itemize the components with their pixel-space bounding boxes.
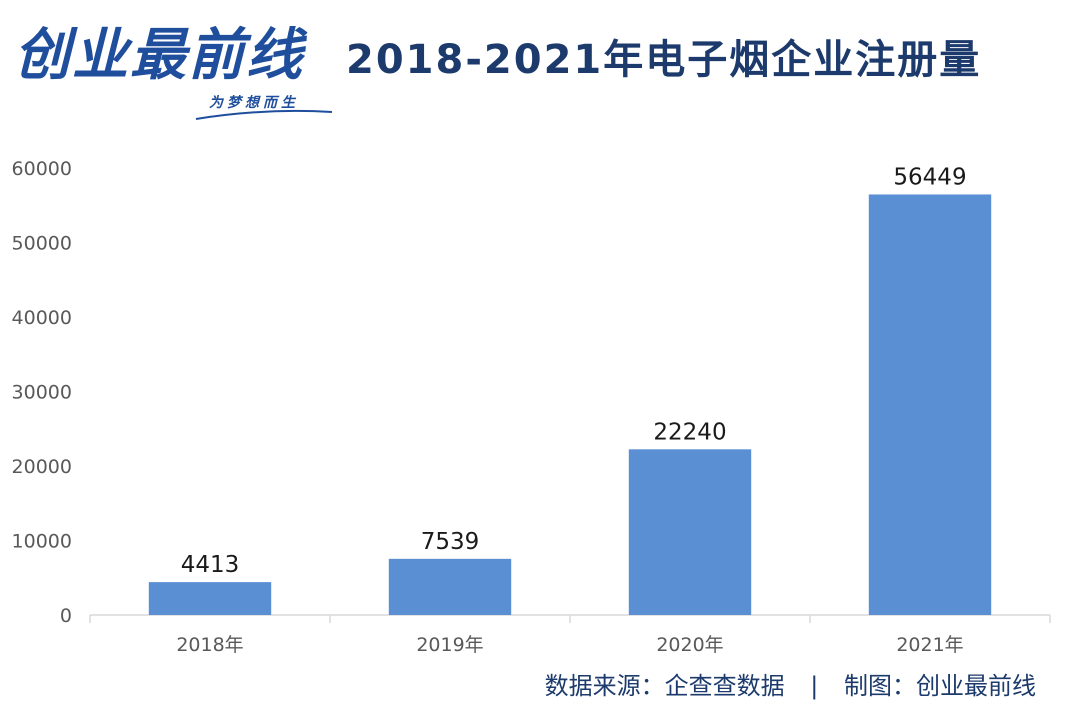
y-tick-label: 0 xyxy=(60,605,72,627)
footer-separator: | xyxy=(810,672,819,700)
y-tick-label: 40000 xyxy=(12,307,72,329)
bar xyxy=(148,582,272,615)
brand-slogan: 为梦想而生 xyxy=(209,95,299,111)
footer-source: 数据来源：企查查数据 | 制图：创业最前线 xyxy=(545,666,1036,701)
y-tick-label: 10000 xyxy=(12,531,72,553)
y-tick-label: 60000 xyxy=(12,158,72,180)
logo-swoosh-icon xyxy=(195,109,333,120)
x-tick-label: 2018年 xyxy=(176,634,243,656)
y-tick-label: 30000 xyxy=(12,382,72,404)
bar xyxy=(388,558,512,615)
data-source-text: 数据来源：企查查数据 xyxy=(544,672,785,700)
bar xyxy=(628,449,752,615)
chart-credit-text: 制图：创业最前线 xyxy=(844,672,1036,700)
data-label: 56449 xyxy=(893,164,966,190)
data-label: 7539 xyxy=(421,529,480,555)
data-label: 4413 xyxy=(181,552,240,578)
chart-title: 2018-2021年电子烟企业注册量 xyxy=(346,37,982,83)
brand-logo-text: 创业最前线 xyxy=(14,23,304,88)
brand-logo: 创业最前线 为梦想而生 xyxy=(14,24,334,124)
y-tick-label: 20000 xyxy=(12,456,72,478)
y-tick-label: 50000 xyxy=(12,233,72,255)
bar xyxy=(868,194,992,615)
x-tick-label: 2020年 xyxy=(656,634,723,656)
x-tick-label: 2021年 xyxy=(896,634,963,656)
x-tick-label: 2019年 xyxy=(416,634,483,656)
data-label: 22240 xyxy=(653,419,726,445)
